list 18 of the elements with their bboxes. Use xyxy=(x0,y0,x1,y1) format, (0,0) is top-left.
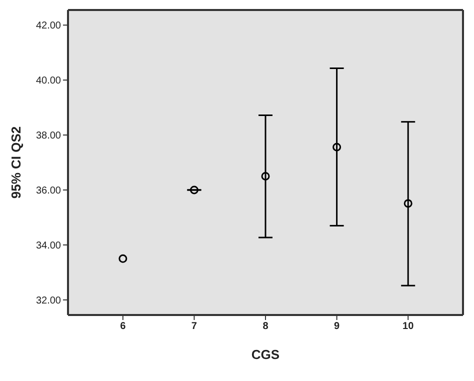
point xyxy=(118,254,128,263)
y-tick-label: 40.00 xyxy=(36,76,62,87)
y-tick-label: 34.00 xyxy=(36,240,62,252)
x-tick-label: 6 xyxy=(120,321,126,332)
x-tick-label: 9 xyxy=(334,321,340,332)
y-tick-label: 42.00 xyxy=(36,20,62,32)
point xyxy=(332,142,342,152)
point xyxy=(190,186,198,194)
x-tick-label: 10 xyxy=(402,321,414,332)
point xyxy=(404,199,412,208)
y-tick-label: 38.00 xyxy=(36,130,62,142)
y-tick-label: 32.00 xyxy=(36,295,62,306)
x-axis-title: CGS xyxy=(251,347,280,362)
y-tick-label: 36.00 xyxy=(36,186,62,197)
y-axis-title: 95% CI QS2 xyxy=(8,126,24,199)
x-tick-label: 7 xyxy=(191,321,198,332)
point xyxy=(261,172,270,180)
x-tick-label: 8 xyxy=(262,321,269,332)
